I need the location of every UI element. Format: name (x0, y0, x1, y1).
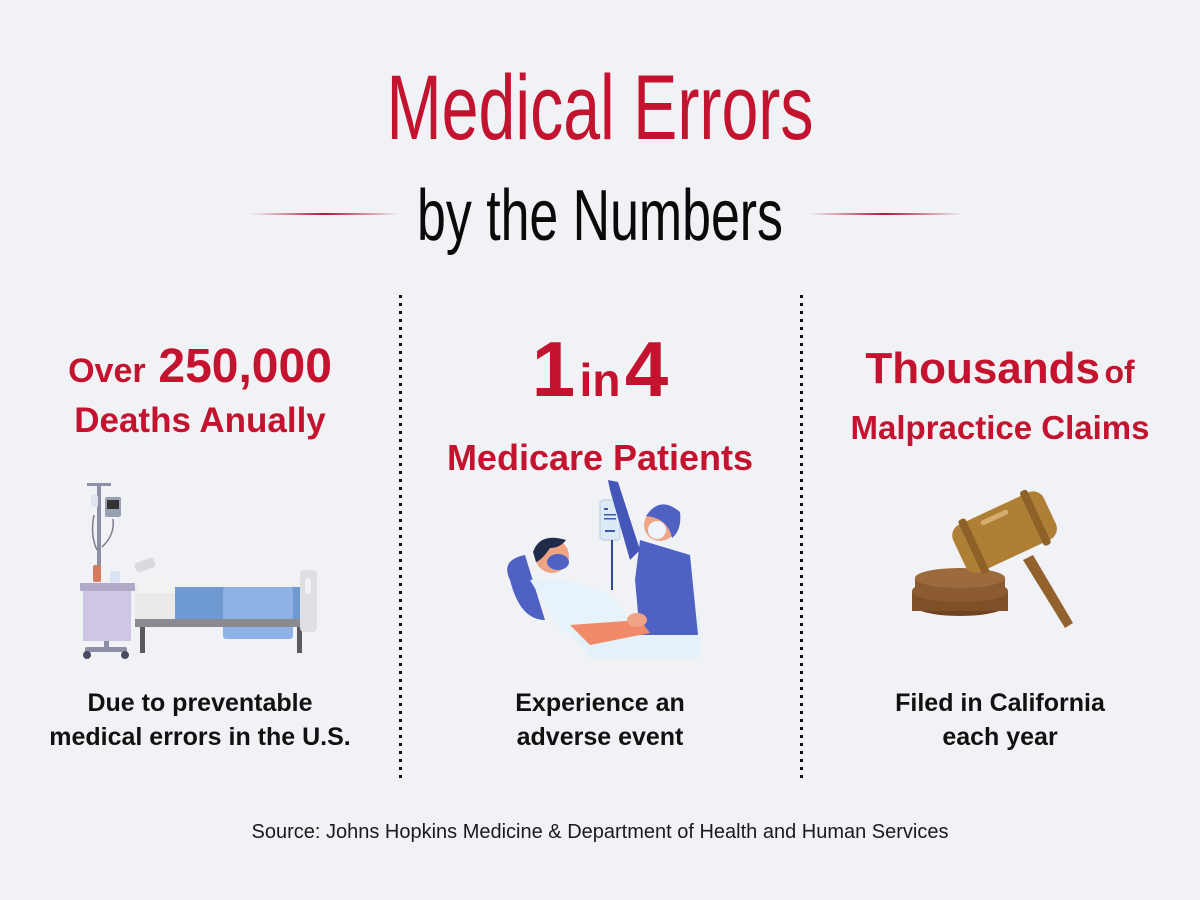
page-subtitle: by the Numbers (417, 176, 783, 256)
headline-line2: Medicare Patients (446, 437, 754, 478)
stat-caption: Due to preventable medical errors in the… (49, 689, 351, 751)
headline-suffix: of (1104, 354, 1135, 390)
page-title: Medical Errors (386, 57, 814, 159)
headline-number-a: 1 (531, 325, 576, 413)
stat-column-deaths: Over 250,000 Deaths Anually (0, 0, 400, 900)
headline-number-b: 4 (624, 325, 669, 413)
gavel-icon (912, 489, 1073, 628)
patient-nurse-iv-icon (507, 480, 700, 658)
rule-left (250, 213, 400, 215)
stat-headline: 1 in 4 Medicare Patients (400, 326, 800, 481)
stat-caption: Experience an adverse event (515, 689, 685, 751)
headline-line2: Malpractice Claims (850, 409, 1150, 446)
dotted-divider-2 (800, 295, 803, 779)
stat-column-claims: Thousands of Malpractice Claims Filed in… (800, 0, 1200, 900)
headline-mid: in (579, 354, 621, 406)
headline-number: 250,000 (158, 340, 332, 393)
hospital-bed-icon (80, 483, 317, 659)
headline-prefix: Over (68, 352, 146, 390)
dotted-divider-1 (399, 295, 402, 779)
headline-line2: Deaths Anually (74, 401, 326, 440)
stat-column-medicare: 1 in 4 Medicare Patients Experience an a… (400, 0, 800, 900)
source-citation: Source: Johns Hopkins Medicine & Departm… (251, 821, 949, 843)
rule-right (808, 213, 963, 215)
stat-headline: Over 250,000 Deaths Anually (0, 338, 400, 443)
stat-caption: Filed in California each year (895, 689, 1105, 751)
headline-word: Thousands (865, 344, 1101, 393)
stat-headline: Thousands of Malpractice Claims (800, 342, 1200, 450)
